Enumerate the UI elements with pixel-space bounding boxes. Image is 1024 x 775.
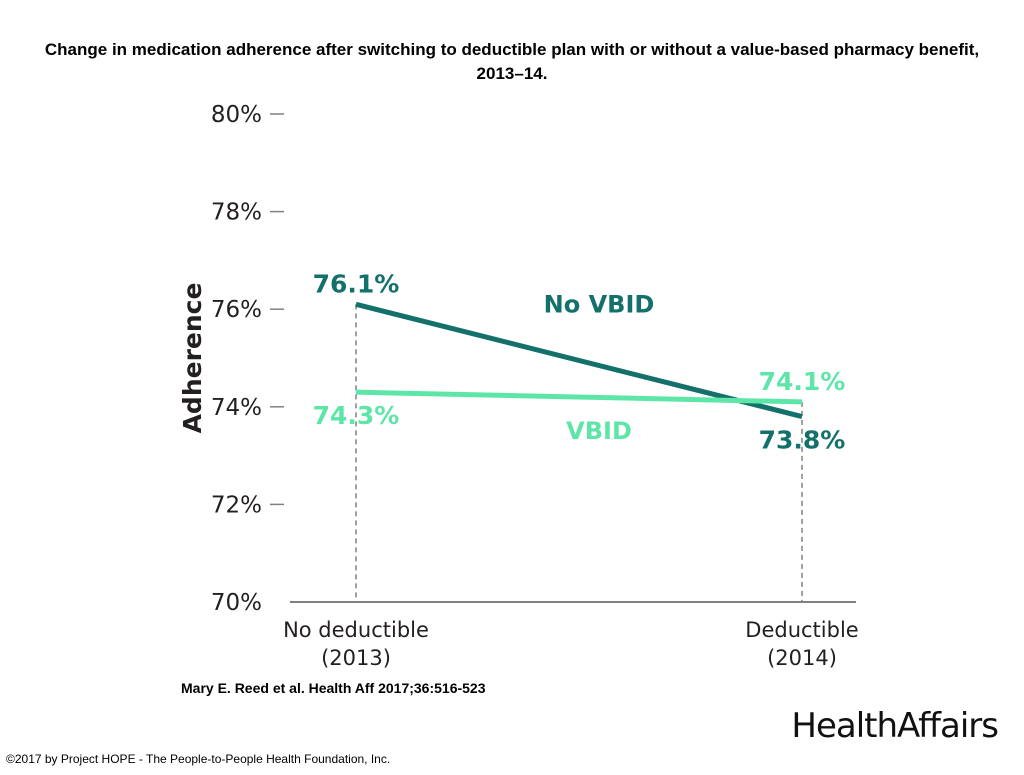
- citation: Mary E. Reed et al. Health Aff 2017;36:5…: [181, 680, 486, 696]
- health-affairs-logo: HealthAffairs: [791, 706, 999, 746]
- y-tick-label: 76%: [211, 297, 262, 323]
- x-category-label: Deductible: [745, 618, 858, 642]
- chart-title: Change in medication adherence after swi…: [44, 40, 980, 83]
- series-name-label: No VBID: [544, 290, 655, 318]
- y-tick-label: 72%: [211, 492, 262, 518]
- data-label: 74.1%: [759, 367, 846, 396]
- data-label: 76.1%: [313, 269, 400, 298]
- data-label: 73.8%: [759, 426, 846, 455]
- x-category-label: No deductible: [283, 618, 429, 642]
- y-tick-label: 80%: [211, 102, 262, 128]
- y-tick-label: 70%: [211, 590, 262, 616]
- data-label: 74.3%: [313, 401, 400, 430]
- y-tick-label: 78%: [211, 200, 262, 226]
- y-tick-label: 74%: [211, 395, 262, 421]
- x-category-label: (2013): [321, 646, 391, 670]
- y-axis-title: Adherence: [178, 283, 207, 434]
- series-name-label: VBID: [566, 417, 632, 445]
- copyright-notice: ©2017 by Project HOPE - The People-to-Pe…: [6, 752, 391, 766]
- x-category-label: (2014): [767, 646, 837, 670]
- series-line-vbid: [355, 389, 803, 405]
